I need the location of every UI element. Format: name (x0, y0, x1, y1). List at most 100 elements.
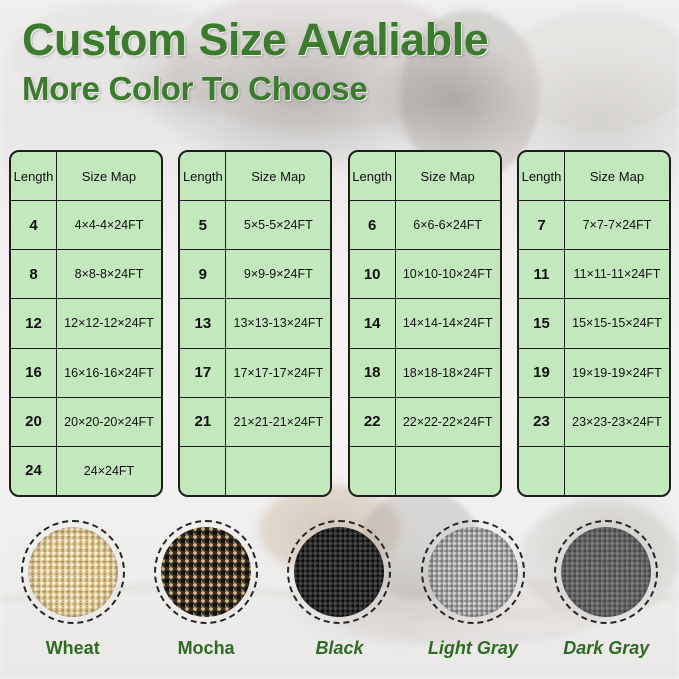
size-map-value: 19×19-19×24FT (572, 365, 662, 380)
swatch-label: Dark Gray (563, 638, 650, 658)
table-row: 9 9×9-9×24FT (180, 250, 331, 300)
cell-length: 16 (11, 348, 57, 397)
fabric-texture-light-gray (427, 527, 518, 617)
length-value: 7 (537, 216, 546, 234)
table-row: 23 23×23-23×24FT (518, 397, 669, 447)
cell-length: 6 (350, 201, 396, 250)
color-swatch-dark-gray[interactable]: Dark Gray (546, 520, 666, 659)
table-row: 4 4×4-4×24FT (11, 201, 161, 251)
header-size-map-text: Size Map (251, 168, 306, 184)
length-value: 10 (363, 265, 381, 283)
header-cell-length: Length (11, 152, 57, 201)
length-value: 15 (533, 314, 550, 332)
cell-size-map: 10×10-10×24FT (396, 250, 500, 298)
swatch-dashed-ring (554, 520, 659, 624)
cell-length: 22 (350, 397, 396, 446)
cell-length: 14 (350, 299, 396, 348)
cell-size-map: 11×11-11×24FT (565, 250, 669, 298)
table-row-empty (180, 446, 330, 495)
cell-length: 13 (180, 299, 227, 348)
table-row: 7 7×7-7×24FT (518, 201, 669, 251)
cell-length (180, 446, 227, 495)
page-title: Custom Size Avaliable (22, 14, 489, 65)
color-swatch-wheat[interactable]: Wheat (13, 520, 133, 659)
table-header-row: Length Size Map (180, 152, 331, 202)
header-length-text: Length (13, 168, 54, 184)
size-map-value: 12×12-12×24FT (64, 316, 154, 331)
swatch-dashed-ring (420, 520, 525, 624)
color-swatch-row: Wheat Mocha Black Light Gray Dark Gray (0, 520, 679, 679)
header-length-text: Length (352, 168, 393, 184)
size-map-value: 17×17-17×24FT (233, 365, 324, 380)
table-row: 11 11×11-11×24FT (518, 250, 669, 300)
color-swatch-mocha[interactable]: Mocha (146, 520, 266, 659)
table-row: 18 18×18-18×24FT (349, 348, 500, 398)
header-cell-size-map: Size Map (226, 152, 330, 200)
cell-size-map: 9×9-9×24FT (226, 250, 330, 298)
swatch-label: Wheat (45, 638, 100, 658)
length-value: 5 (198, 216, 207, 234)
cell-size-map: 15×15-15×24FT (565, 299, 669, 347)
cell-length: 8 (11, 250, 57, 299)
swatch-dashed-ring (20, 520, 125, 624)
header-cell-length: Length (180, 152, 227, 201)
length-value: 12 (25, 314, 42, 332)
cell-size-map: 19×19-19×24FT (565, 349, 669, 397)
length-value: 11 (533, 265, 550, 283)
size-map-value: 20×20-20×24FT (64, 414, 154, 429)
fabric-texture-mocha (161, 527, 252, 617)
cell-length (350, 446, 396, 495)
size-map-value: 10×10-10×24FT (402, 267, 493, 282)
size-table-2: Length Size Map 5 5×5-5×24FT 9 9×9-9×24F… (178, 150, 333, 497)
table-row: 15 15×15-15×24FT (518, 299, 669, 349)
cell-size-map: 17×17-17×24FT (226, 349, 330, 397)
cell-size-map: 18×18-18×24FT (396, 349, 500, 397)
color-swatch-light-gray[interactable]: Light Gray (413, 520, 533, 659)
table-row: 21 21×21-21×24FT (180, 397, 331, 447)
length-value: 16 (25, 364, 42, 382)
color-swatch-black[interactable]: Black (279, 520, 399, 659)
header-cell-length: Length (350, 152, 396, 201)
table-row: 19 19×19-19×24FT (518, 348, 669, 398)
table-row: 10 10×10-10×24FT (349, 250, 500, 300)
cell-size-map: 5×5-5×24FT (226, 201, 330, 249)
cell-size-map: 21×21-21×24FT (226, 398, 330, 446)
cell-size-map: 22×22-22×24FT (396, 398, 500, 446)
length-value: 18 (363, 364, 381, 382)
length-value: 23 (533, 413, 550, 431)
cell-length: 18 (350, 348, 396, 397)
length-value: 24 (25, 462, 42, 480)
cell-size-map: 13×13-13×24FT (226, 299, 330, 347)
table-row: 22 22×22-22×24FT (349, 397, 500, 447)
cell-length: 17 (180, 348, 227, 397)
table-header-row: Length Size Map (11, 152, 161, 202)
size-map-value: 15×15-15×24FT (572, 316, 662, 331)
cell-length (519, 446, 565, 495)
swatch-label: Light Gray (427, 638, 518, 658)
header-cell-size-map: Size Map (57, 152, 161, 200)
length-value: 9 (198, 265, 207, 283)
size-map-value: 16×16-16×24FT (64, 365, 154, 380)
swatch-label: Black (315, 638, 364, 658)
cell-length: 15 (519, 299, 565, 348)
table-row: 20 20×20-20×24FT (11, 397, 161, 447)
table-header-row: Length Size Map (349, 152, 500, 202)
length-value: 20 (25, 413, 42, 431)
cell-length: 12 (11, 299, 57, 348)
fabric-texture-black (294, 527, 385, 617)
length-value: 17 (194, 364, 212, 382)
size-map-value: 9×9-9×24FT (243, 267, 313, 282)
size-map-value: 13×13-13×24FT (233, 316, 324, 331)
cell-size-map (565, 447, 669, 495)
size-table-1: Length Size Map 4 4×4-4×24FT 8 8×8-8×24F… (9, 150, 163, 497)
size-map-value: 11×11-11×24FT (573, 267, 661, 282)
cell-length: 11 (519, 250, 565, 299)
table-row: 24 24×24FT (11, 446, 161, 495)
header-cell-size-map: Size Map (565, 152, 669, 200)
size-map-value: 22×22-22×24FT (402, 414, 493, 429)
cell-length: 4 (11, 201, 57, 250)
page-subtitle: More Color To Choose (22, 69, 368, 107)
table-row: 16 16×16-16×24FT (11, 348, 161, 398)
size-map-value: 14×14-14×24FT (402, 316, 493, 331)
length-value: 6 (367, 216, 377, 234)
